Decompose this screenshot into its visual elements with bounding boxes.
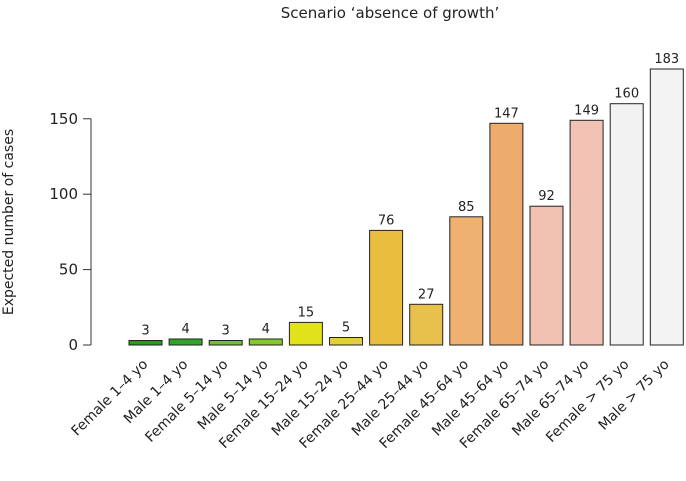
data-label: 85: [458, 200, 475, 215]
data-label: 92: [538, 189, 555, 204]
data-label: 27: [418, 287, 435, 302]
data-label: 183: [654, 52, 679, 67]
y-axis: 0 50 100 150: [49, 110, 92, 354]
bar: [288, 321, 323, 346]
x-tick-label: Male > 75 yo: [596, 357, 673, 434]
bar: [248, 338, 283, 346]
bar: [489, 122, 524, 346]
bars: 3 4 3 4 15 5 76 27 85 147 92 149 160 183: [128, 52, 684, 346]
y-axis-label: Expected number of cases: [1, 129, 17, 315]
data-label: 76: [378, 213, 395, 228]
data-label: 15: [298, 305, 315, 320]
bar: [569, 119, 604, 346]
bar: [329, 337, 363, 346]
data-label: 160: [614, 87, 639, 102]
data-label: 147: [494, 106, 519, 121]
data-label: 3: [222, 324, 230, 339]
data-label: 4: [181, 322, 189, 337]
x-tick-label: Male 5–14 yo: [195, 357, 272, 434]
data-label: 149: [574, 103, 599, 118]
bar: [168, 338, 203, 346]
bar: [529, 205, 564, 346]
bar: [208, 340, 243, 346]
data-label: 5: [342, 321, 350, 336]
bar: [128, 340, 163, 346]
chart-title: Scenario ‘absence of growth’: [281, 4, 499, 22]
y-tick-label: 100: [49, 185, 78, 203]
data-label: 4: [262, 322, 270, 337]
bar: [649, 68, 684, 346]
bar: [609, 103, 644, 346]
y-tick-label: 150: [49, 110, 78, 128]
data-label: 3: [141, 324, 149, 339]
bar: [409, 303, 444, 346]
y-tick-label: 50: [59, 261, 78, 279]
y-tick-label: 0: [68, 336, 78, 354]
bar: [369, 229, 404, 346]
bar: [449, 216, 484, 346]
